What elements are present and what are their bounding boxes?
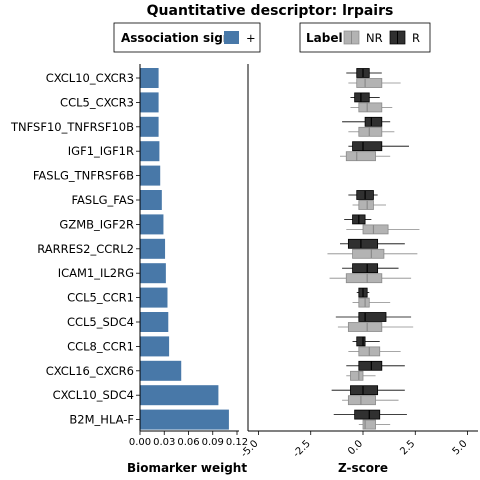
- box-r-9: [356, 287, 370, 298]
- box-r-1: [350, 92, 380, 103]
- box-x-tick-label-4: 5.0: [451, 438, 470, 457]
- box-panel: -5.0 -2.5 0.0 2.5 5.0: [239, 64, 478, 460]
- bar-category-label-5: FASLG_FAS: [71, 193, 134, 207]
- bar-category-label-2: TNFSF10_TNFRSF10B: [10, 120, 134, 134]
- bar-category-label-1: CCL5_CXCR3: [60, 95, 134, 109]
- bar-11: [140, 336, 170, 357]
- bar-12: [140, 360, 182, 381]
- box-r-7: [340, 238, 405, 249]
- legend-label-box: [299, 22, 431, 53]
- bar-4: [140, 165, 161, 186]
- bar-9: [140, 287, 168, 308]
- box-r-13: [331, 385, 405, 396]
- bar-13: [140, 385, 219, 406]
- box-r-11: [352, 336, 380, 347]
- bar-category-label-6: GZMB_IGF2R: [59, 217, 134, 231]
- box-x-tick-label-2: 0.0: [346, 438, 365, 457]
- box-r-10: [335, 312, 412, 322]
- bar-7: [140, 238, 166, 259]
- legend-sign-title: Association sign: [121, 31, 231, 45]
- box-nr-6: [346, 224, 420, 235]
- box-r-3: [348, 141, 409, 152]
- box-nr-0: [348, 78, 401, 88]
- box-x-axis-title: Z-score: [338, 461, 388, 475]
- box-nr-2: [348, 126, 395, 137]
- box-nr-3: [340, 151, 391, 162]
- bar-2: [140, 116, 159, 137]
- box-nr-14: [358, 419, 391, 430]
- bar-x-tick-label-3: 0.09: [202, 437, 224, 448]
- bar-8: [140, 263, 166, 284]
- box-r-5: [348, 190, 378, 200]
- legend-label: Label NR R: [299, 22, 431, 53]
- box-nr-1: [350, 102, 393, 113]
- bar-x-tick-label-1: 0.03: [153, 437, 175, 448]
- box-r-14: [333, 409, 407, 420]
- bar-0: [140, 68, 159, 88]
- box-x-tick-label-1: -2.5: [291, 438, 313, 460]
- box-nr-9: [352, 297, 391, 308]
- box-nr-11: [348, 346, 401, 357]
- bar-category-label-4: FASLG_TNFRSF6B: [33, 169, 134, 183]
- bar-x-tick-label-4: 0.12: [226, 437, 248, 448]
- legend-label-nr: NR: [366, 31, 383, 45]
- legend-swatch-nr: [343, 30, 360, 45]
- legend-sign-label: +: [246, 31, 256, 45]
- box-r-8: [342, 263, 399, 274]
- bar-10: [140, 312, 169, 332]
- box-nr-12: [346, 370, 376, 381]
- bar-category-label-14: B2M_HLA-F: [69, 413, 134, 427]
- bar-panel: CXCL10_CXCR3 CCL5_CXCR3 TNFSF10_TNFRSF10B I…: [10, 64, 248, 448]
- box-r-0: [346, 68, 382, 78]
- box-nr-10: [337, 322, 414, 332]
- bar-category-label-11: CCL8_CCR1: [67, 339, 134, 353]
- bar-3: [140, 141, 160, 162]
- box-x-tick-label-3: 2.5: [398, 438, 417, 457]
- box-nr-7: [327, 248, 418, 259]
- box-r-12: [346, 360, 405, 371]
- box-nr-13: [342, 395, 399, 406]
- box-nr-8: [329, 273, 412, 284]
- bar-category-label-3: IGF1_IGF1R: [68, 144, 134, 158]
- bar-category-label-10: CCL5_SDC4: [67, 315, 134, 329]
- legend-sign-swatch: [224, 31, 239, 44]
- box-nr-5: [352, 200, 386, 210]
- legend-swatch-r: [389, 30, 406, 45]
- bar-1: [140, 92, 159, 113]
- chart-title: Quantitative descriptor: lrpairs: [147, 3, 394, 19]
- bar-14: [140, 409, 229, 430]
- bar-category-label-0: CXCL10_CXCR3: [46, 71, 134, 85]
- legend-association-sign: Association sign +: [113, 22, 261, 53]
- bar-x-tick-label-0: 0.00: [129, 437, 151, 448]
- bar-x-tick-label-2: 0.06: [177, 437, 199, 448]
- legend-label-title: Label: [306, 31, 343, 45]
- bar-5: [140, 190, 162, 210]
- legend-label-r: R: [412, 31, 420, 45]
- bar-category-label-13: CXCL10_SDC4: [53, 388, 134, 402]
- box-r-6: [344, 214, 372, 225]
- bar-6: [140, 214, 164, 235]
- bar-category-label-12: CXCL16_CXCR6: [46, 364, 134, 378]
- bar-category-label-7: RARRES2_CCRL2: [37, 242, 134, 256]
- box-r-2: [342, 116, 391, 127]
- bar-category-label-8: ICAM1_IL2RG: [58, 266, 134, 280]
- bar-category-label-9: CCL5_CCR1: [67, 291, 134, 305]
- bar-x-axis-title: Biomarker weight: [127, 461, 247, 475]
